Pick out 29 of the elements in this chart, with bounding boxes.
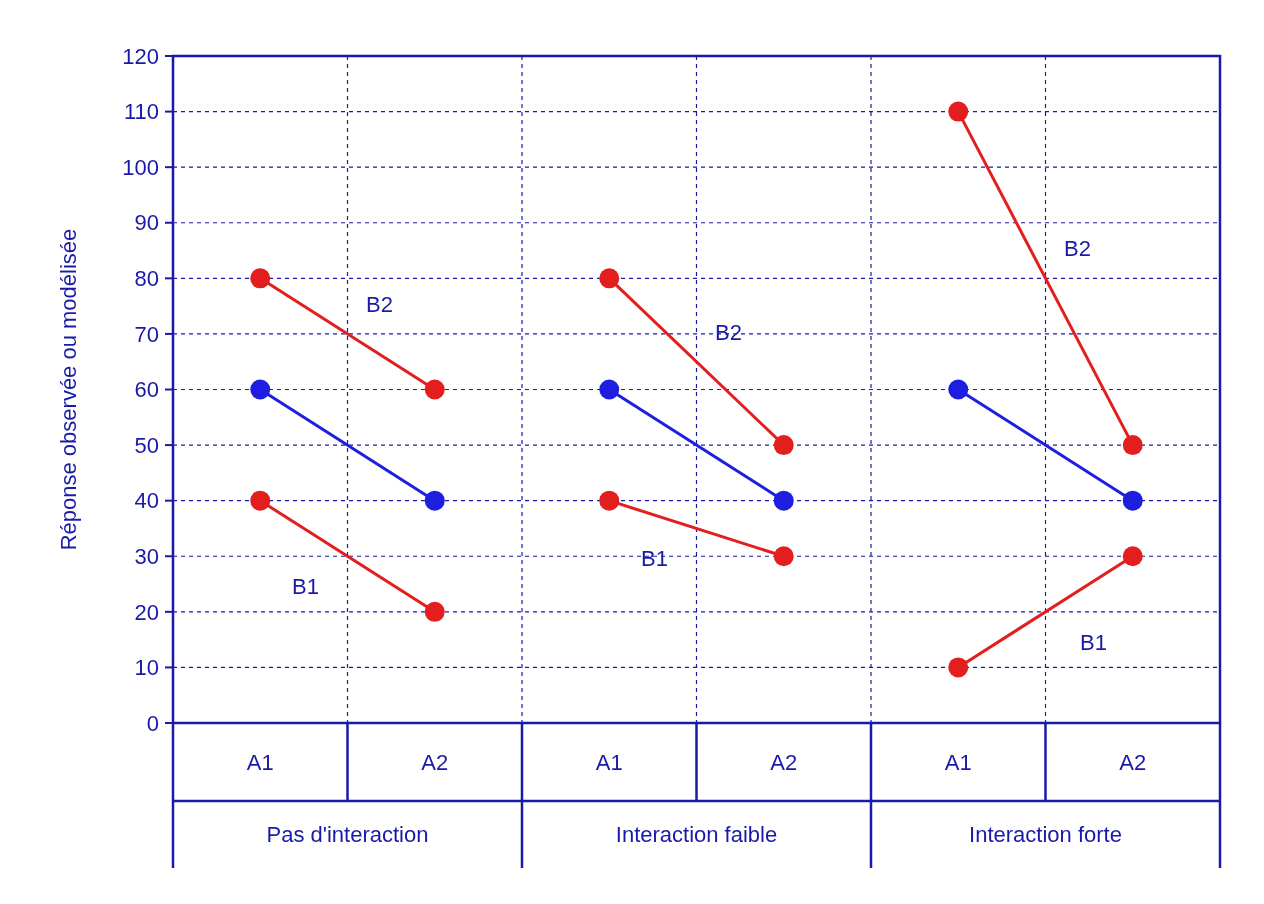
y-tick-label: 110 [123, 99, 159, 125]
y-tick-label: 0 [146, 710, 159, 736]
y-axis-title: Réponse observée ou modélisée [56, 228, 81, 551]
y-tick-label: 70 [134, 321, 159, 347]
x-tick-label: A1 [595, 749, 623, 775]
y-tick-label: 80 [134, 266, 159, 292]
y-tick-label: 20 [134, 599, 159, 625]
y-tick-label: 100 [122, 154, 159, 180]
x-tick-label: A2 [1119, 749, 1147, 775]
series-label: B1 [641, 546, 668, 572]
series-label: B1 [292, 574, 319, 600]
y-tick-label: 50 [134, 432, 159, 458]
y-tick-label: 120 [122, 43, 159, 69]
x-tick-label: A1 [246, 749, 274, 775]
series-label: B2 [715, 319, 742, 345]
series-label: B2 [366, 291, 393, 317]
x-tick-label: A2 [770, 749, 798, 775]
y-tick-label: 90 [134, 210, 159, 236]
series-label: B2 [1064, 236, 1091, 262]
y-tick-label: 30 [134, 543, 159, 569]
y-tick-label: 40 [134, 488, 159, 514]
x-tick-label: A2 [421, 749, 449, 775]
text: Interaction forte [969, 822, 1122, 848]
y-tick-label: 10 [134, 655, 159, 681]
text: Interaction faible [615, 822, 778, 848]
x-tick-label: A1 [944, 749, 972, 775]
text: Pas d'interaction [266, 822, 429, 848]
y-tick-label: 60 [134, 377, 159, 403]
series-label: B1 [1080, 629, 1107, 655]
